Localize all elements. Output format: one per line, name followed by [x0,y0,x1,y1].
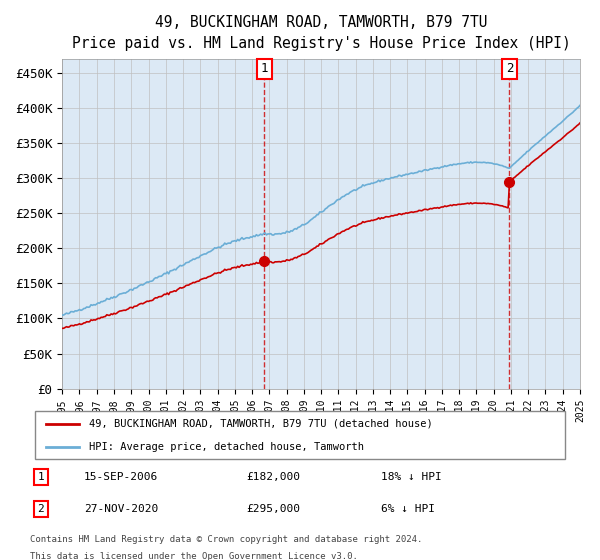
Text: 27-NOV-2020: 27-NOV-2020 [84,504,158,514]
Text: £182,000: £182,000 [246,472,300,482]
Text: Contains HM Land Registry data © Crown copyright and database right 2024.: Contains HM Land Registry data © Crown c… [30,535,422,544]
Title: 49, BUCKINGHAM ROAD, TAMWORTH, B79 7TU
Price paid vs. HM Land Registry's House P: 49, BUCKINGHAM ROAD, TAMWORTH, B79 7TU P… [72,15,571,51]
Text: 15-SEP-2006: 15-SEP-2006 [84,472,158,482]
Text: HPI: Average price, detached house, Tamworth: HPI: Average price, detached house, Tamw… [89,442,364,452]
Text: 6% ↓ HPI: 6% ↓ HPI [381,504,435,514]
Text: £295,000: £295,000 [246,504,300,514]
Text: 2: 2 [37,504,44,514]
Text: 2: 2 [506,63,513,76]
Text: 49, BUCKINGHAM ROAD, TAMWORTH, B79 7TU (detached house): 49, BUCKINGHAM ROAD, TAMWORTH, B79 7TU (… [89,419,433,429]
Text: 1: 1 [37,472,44,482]
Text: 18% ↓ HPI: 18% ↓ HPI [381,472,442,482]
FancyBboxPatch shape [35,412,565,459]
Text: This data is licensed under the Open Government Licence v3.0.: This data is licensed under the Open Gov… [30,552,358,560]
Text: 1: 1 [260,63,268,76]
